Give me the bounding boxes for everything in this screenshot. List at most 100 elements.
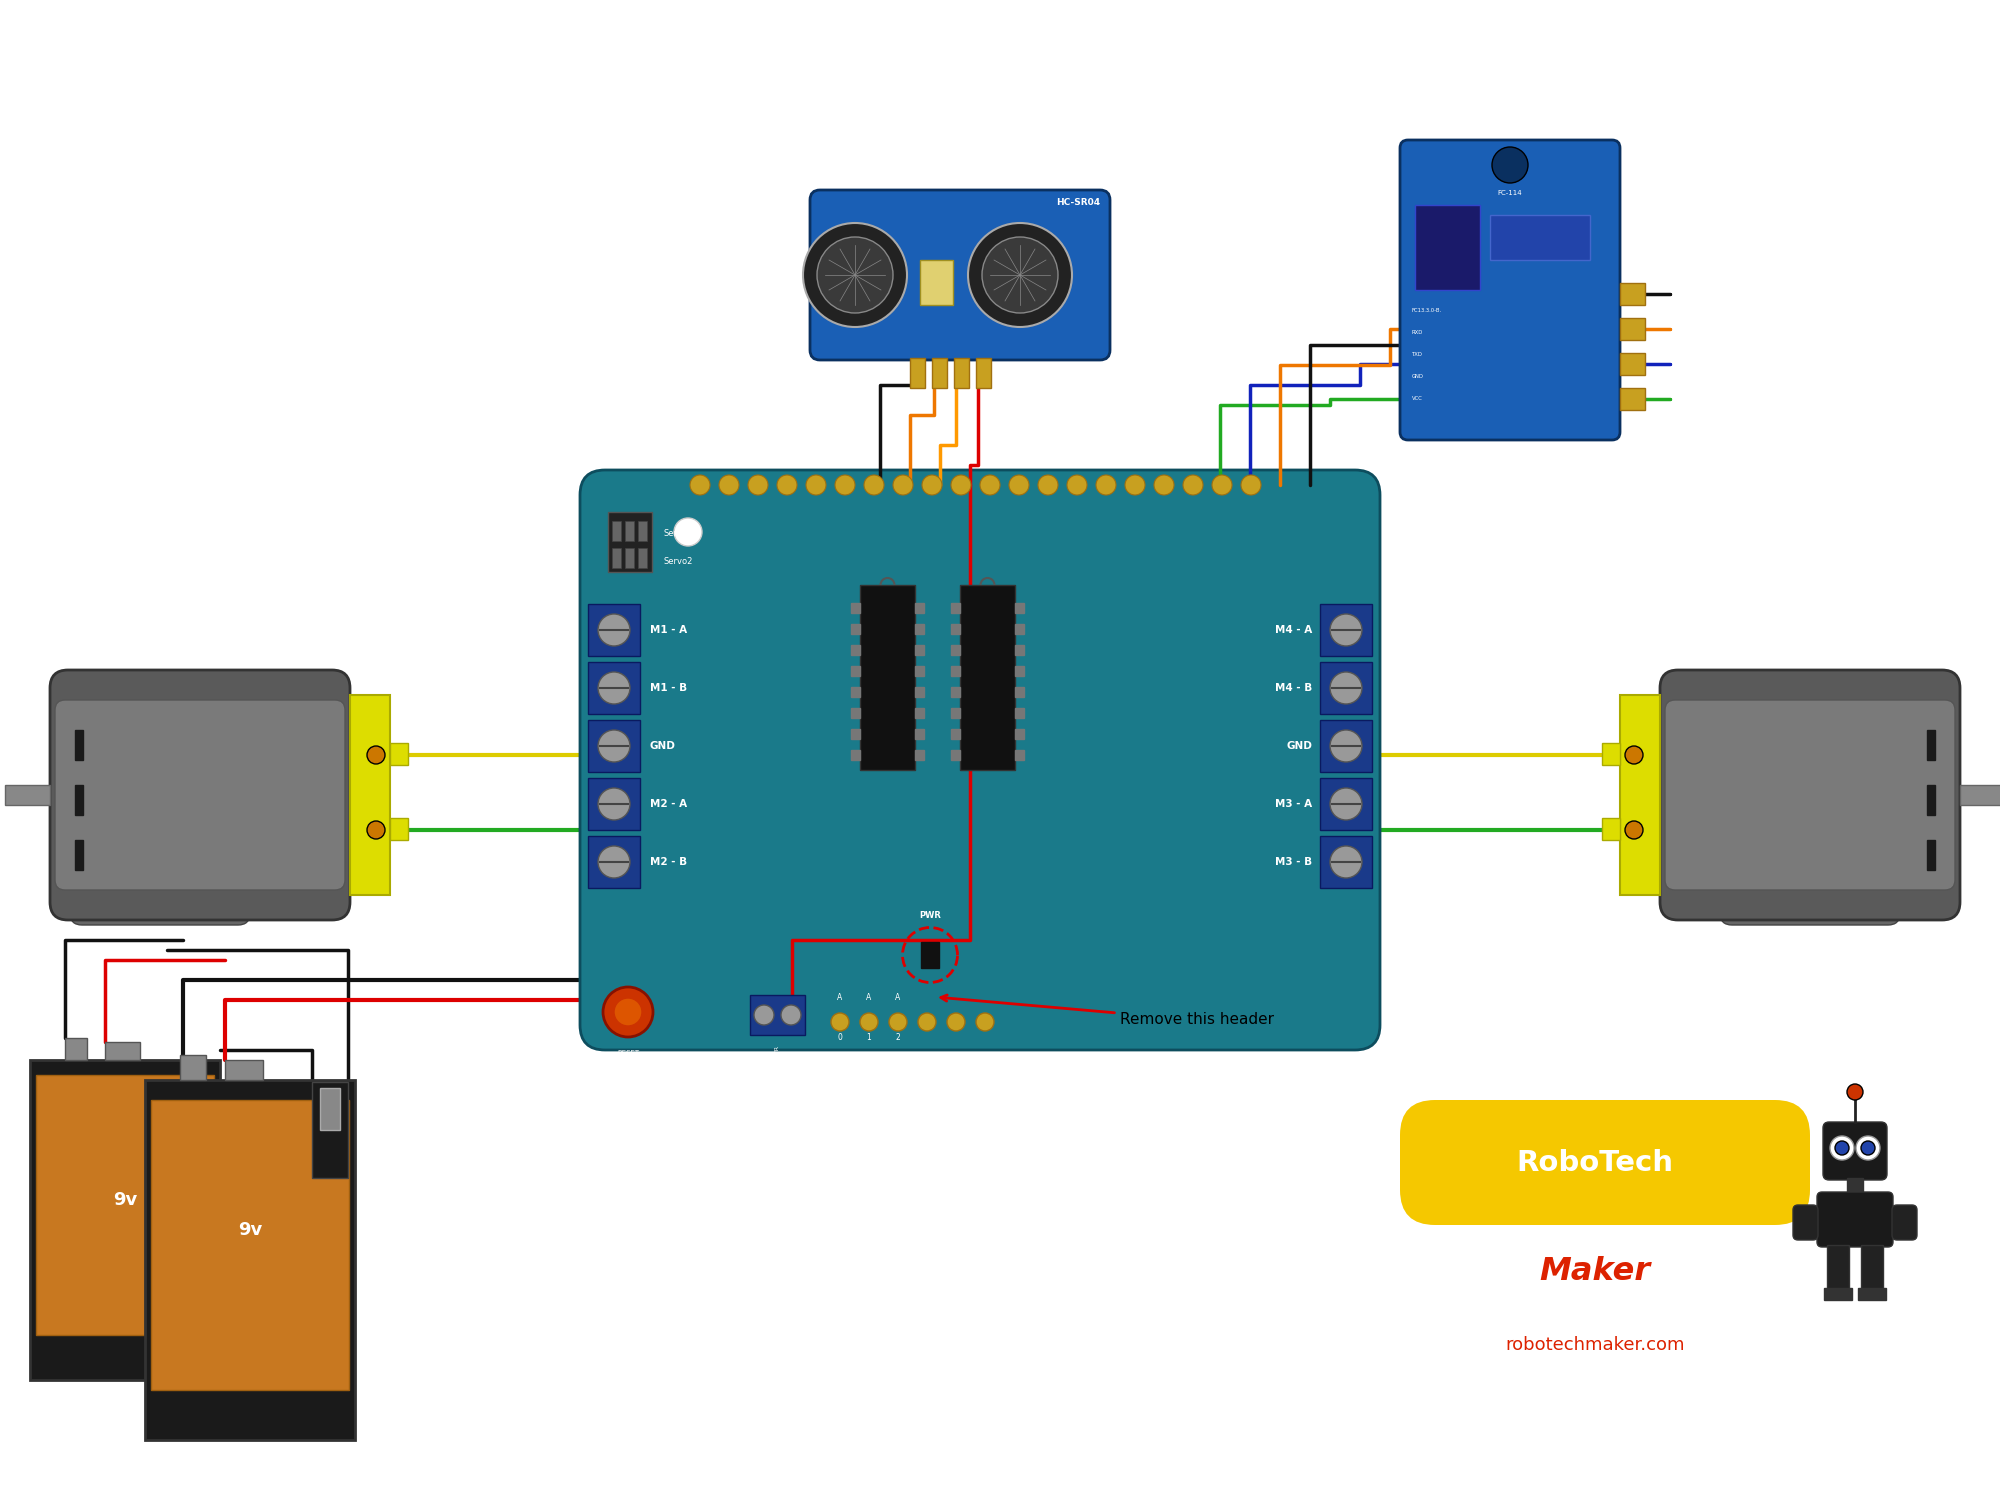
Bar: [76, 840, 84, 870]
Bar: [1602, 818, 1620, 840]
Circle shape: [806, 476, 826, 495]
Bar: [976, 358, 992, 388]
Circle shape: [368, 821, 384, 839]
Bar: [1016, 750, 1024, 760]
Text: A: A: [866, 993, 872, 1002]
Circle shape: [1624, 746, 1644, 764]
Circle shape: [834, 476, 854, 495]
Text: RXD: RXD: [1412, 330, 1424, 334]
Circle shape: [1124, 476, 1144, 495]
Bar: [916, 708, 924, 718]
Circle shape: [1096, 476, 1116, 495]
Bar: [1928, 840, 1936, 870]
Bar: [624, 520, 634, 542]
Circle shape: [1330, 672, 1362, 704]
Bar: [1320, 778, 1372, 830]
Circle shape: [982, 237, 1058, 314]
FancyBboxPatch shape: [50, 670, 350, 920]
Bar: [588, 662, 640, 714]
Bar: [852, 645, 860, 656]
Bar: [624, 548, 634, 568]
Circle shape: [368, 746, 384, 764]
Text: 8: 8: [926, 458, 934, 466]
Bar: [1320, 604, 1372, 656]
Bar: [916, 750, 924, 760]
Circle shape: [1330, 846, 1362, 877]
Circle shape: [1830, 1136, 1854, 1160]
Circle shape: [1860, 1142, 1874, 1155]
Bar: [922, 942, 940, 968]
Text: M3 - A: M3 - A: [1274, 800, 1312, 808]
Bar: [920, 260, 952, 305]
Bar: [952, 687, 960, 698]
Circle shape: [674, 518, 702, 546]
Bar: [1016, 603, 1024, 613]
Circle shape: [1834, 1142, 1848, 1155]
Bar: [588, 836, 640, 888]
Bar: [1858, 1288, 1886, 1300]
Text: 9v: 9v: [112, 1191, 138, 1209]
Circle shape: [888, 1013, 908, 1031]
Circle shape: [860, 1013, 878, 1031]
Bar: [1620, 318, 1644, 340]
Circle shape: [780, 1005, 800, 1025]
Circle shape: [598, 788, 630, 820]
Text: M3 - B: M3 - B: [1274, 856, 1312, 867]
Text: 0: 0: [838, 1034, 842, 1042]
Circle shape: [1010, 476, 1028, 495]
Text: M2 - A: M2 - A: [650, 800, 688, 808]
Text: HC-SR04: HC-SR04: [1056, 198, 1100, 207]
Bar: [960, 585, 1016, 770]
Circle shape: [720, 476, 740, 495]
Circle shape: [690, 476, 710, 495]
Text: A: A: [838, 993, 842, 1002]
Circle shape: [1154, 476, 1174, 495]
Bar: [916, 603, 924, 613]
Text: 9v: 9v: [238, 1221, 262, 1239]
FancyBboxPatch shape: [1400, 1100, 1810, 1226]
Bar: [916, 666, 924, 676]
Circle shape: [602, 987, 652, 1036]
Bar: [932, 358, 948, 388]
Circle shape: [1330, 730, 1362, 762]
Circle shape: [1068, 476, 1088, 495]
Bar: [916, 687, 924, 698]
Bar: [916, 624, 924, 634]
Text: GND: GND: [1412, 374, 1424, 378]
Bar: [76, 784, 84, 814]
Bar: [1416, 206, 1480, 290]
Circle shape: [1846, 1084, 1862, 1100]
Text: M1 - A: M1 - A: [650, 626, 688, 634]
Text: FC13.3.0-B.: FC13.3.0-B.: [1412, 308, 1442, 312]
Bar: [1320, 836, 1372, 888]
Circle shape: [614, 998, 642, 1026]
Circle shape: [832, 1013, 848, 1031]
Bar: [750, 994, 806, 1035]
Circle shape: [1240, 476, 1262, 495]
Bar: [1824, 1288, 1852, 1300]
Circle shape: [748, 476, 768, 495]
Bar: [30, 1060, 220, 1380]
FancyBboxPatch shape: [56, 700, 346, 889]
Circle shape: [980, 476, 1000, 495]
Bar: [1826, 1245, 1848, 1290]
Circle shape: [1330, 788, 1362, 820]
Text: GND: GND: [650, 741, 676, 752]
Bar: [852, 729, 860, 740]
Bar: [36, 1076, 214, 1335]
Bar: [144, 1080, 356, 1440]
Circle shape: [968, 224, 1072, 327]
Circle shape: [1330, 614, 1362, 646]
Bar: [1016, 666, 1024, 676]
Bar: [1016, 687, 1024, 698]
Bar: [224, 1060, 264, 1080]
Bar: [952, 729, 960, 740]
Bar: [612, 520, 620, 542]
Bar: [76, 730, 84, 760]
Bar: [588, 778, 640, 830]
FancyBboxPatch shape: [1816, 1192, 1892, 1246]
FancyBboxPatch shape: [1792, 1204, 1818, 1240]
Circle shape: [598, 730, 630, 762]
Text: 2: 2: [896, 1034, 900, 1042]
Circle shape: [1624, 821, 1644, 839]
